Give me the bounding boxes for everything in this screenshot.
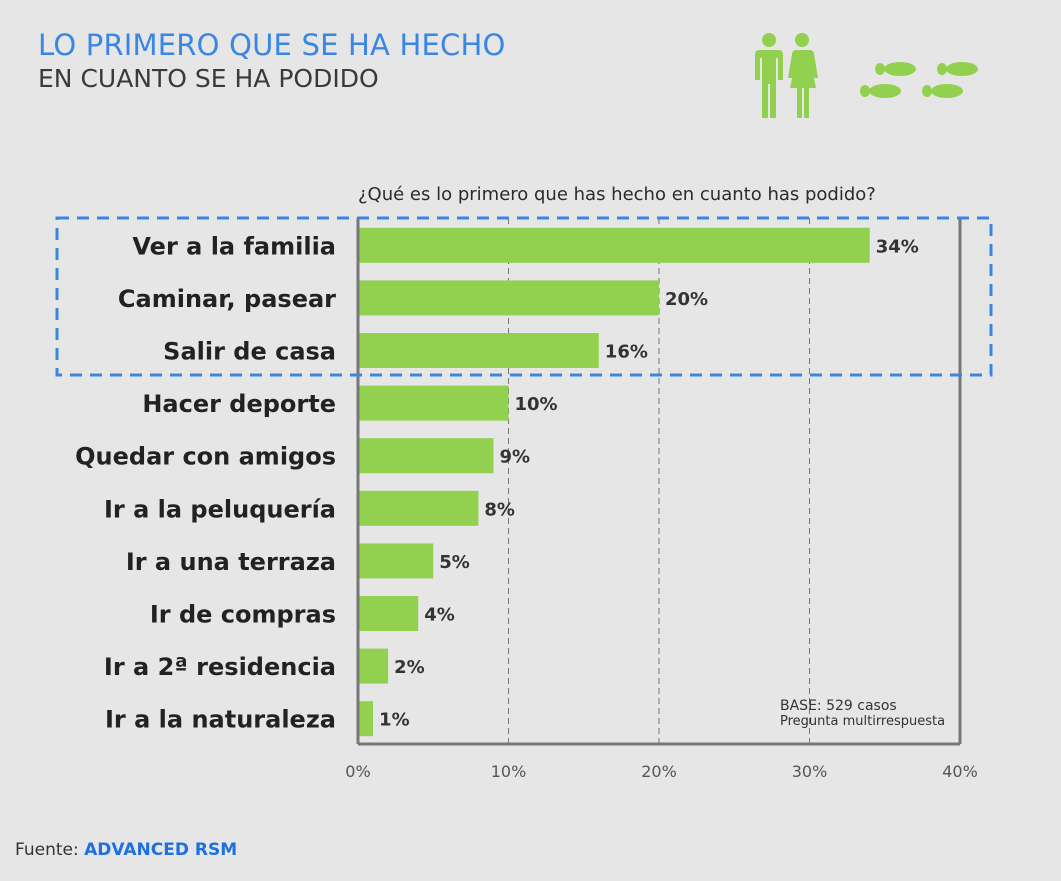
value-label: 4% (424, 605, 455, 626)
value-label: 10% (515, 394, 558, 415)
value-label: 1% (379, 710, 410, 731)
x-tick-label: 10% (491, 762, 527, 781)
couple-icon (755, 33, 818, 118)
bar (358, 280, 659, 316)
highlight-box (55, 216, 993, 377)
page-subtitle: EN CUANTO SE HA PODIDO (38, 64, 379, 93)
value-label: 16% (605, 342, 648, 363)
category-label: Ir de compras (150, 601, 336, 629)
category-label: Ir a la peluquería (104, 495, 336, 523)
category-label: Caminar, pasear (118, 285, 336, 313)
multi-answer-note: Pregunta multirrespuesta (780, 714, 946, 729)
bar (358, 227, 870, 263)
value-label: 5% (439, 552, 470, 573)
value-label: 8% (484, 499, 515, 520)
source-footer: Fuente: ADVANCED RSM (15, 840, 237, 860)
category-label: Ir a 2ª residencia (104, 653, 336, 681)
header-icons (742, 30, 982, 126)
bar (358, 385, 509, 421)
base-count: BASE: 529 casos (780, 698, 897, 714)
x-tick-label: 0% (345, 762, 370, 781)
source-label: Fuente: (15, 840, 79, 860)
x-tick-label: 30% (792, 762, 828, 781)
page-title: LO PRIMERO QUE SE HA HECHO (38, 28, 506, 62)
x-tick-label: 40% (942, 762, 978, 781)
bar (358, 490, 479, 526)
x-tick-label: 20% (641, 762, 677, 781)
category-label: Hacer deporte (142, 390, 336, 418)
value-label: 2% (394, 657, 425, 678)
category-label: Ir a una terraza (126, 548, 336, 576)
chart-question: ¿Qué es lo primero que has hecho en cuan… (358, 184, 876, 205)
bar (358, 438, 494, 474)
bar (358, 648, 389, 684)
bar (358, 596, 419, 631)
bar (358, 701, 374, 737)
category-label: Ver a la familia (132, 232, 336, 260)
category-label: Quedar con amigos (75, 443, 336, 471)
value-label: 20% (665, 289, 708, 310)
bar (358, 333, 599, 368)
value-label: 9% (499, 447, 530, 468)
source-brand: ADVANCED RSM (84, 840, 238, 860)
footprints-icon (860, 62, 978, 98)
bar (358, 543, 434, 579)
value-label: 34% (876, 236, 919, 257)
base-note: BASE: 529 casos Pregunta multirrespuesta (780, 698, 945, 730)
category-label: Ir a la naturaleza (105, 706, 336, 734)
category-label: Salir de casa (163, 338, 336, 366)
